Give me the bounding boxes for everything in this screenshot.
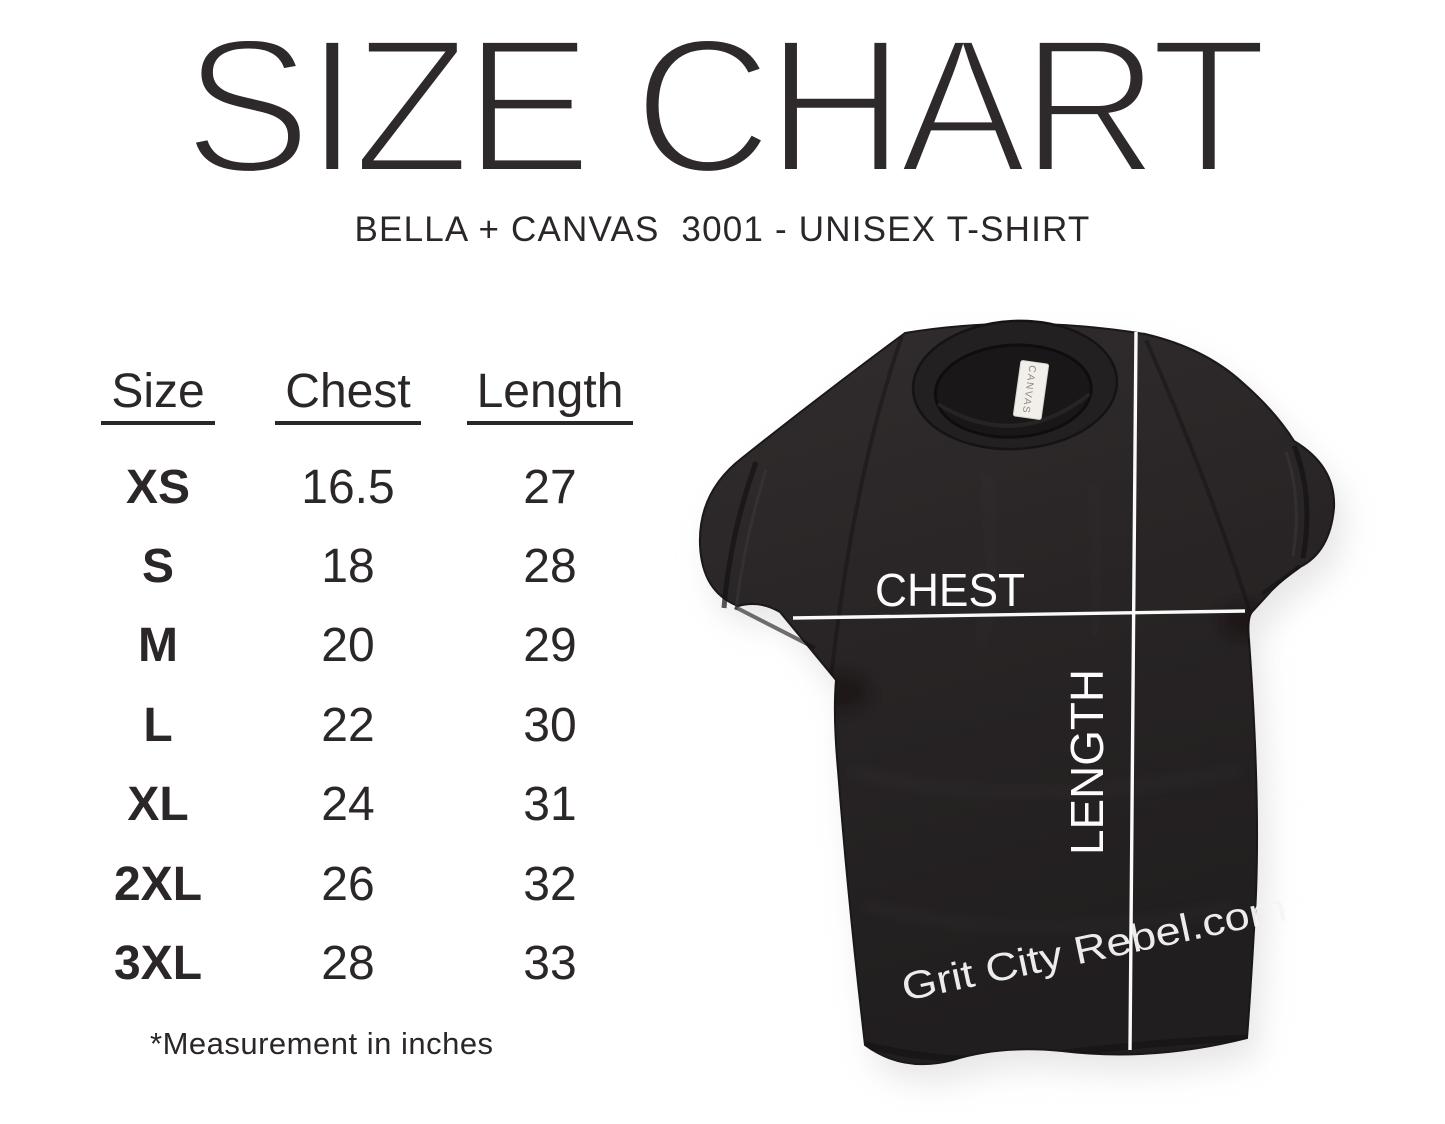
size-cell: 3XL [113, 936, 203, 990]
right-cuff-fold [1260, 445, 1310, 596]
collar-opening [933, 343, 1093, 439]
column-header-length-label: Length [466, 368, 634, 425]
chest-cell: 22 [321, 698, 375, 752]
collar [911, 319, 1119, 451]
length-cell: 32 [523, 857, 577, 911]
column-header-size: Size [60, 368, 256, 430]
column-header-chest: Chest [256, 368, 440, 430]
size-cell: XS [125, 460, 191, 514]
length-cell: 31 [523, 778, 577, 832]
length-cell: 29 [523, 619, 577, 673]
chest-cell: 24 [321, 778, 375, 832]
measurement-footnote: *Measurement in inches [150, 1026, 494, 1061]
neck-tag: CANVAS [1012, 360, 1050, 420]
length-measure-line [1128, 331, 1138, 1051]
size-table: Size Chest Length XS 16.5 27 S 18 28 M 2… [60, 368, 660, 1003]
column-header-chest-label: Chest [275, 368, 421, 425]
left-cuff-fold [721, 461, 816, 650]
page-subtitle: BELLA + CANVAS 3001 - UNISEX T-SHIRT [354, 210, 1091, 249]
page-title: SIZE CHART [181, 0, 1271, 213]
chest-cell: 28 [321, 936, 375, 990]
column-header-size-label: Size [101, 368, 215, 425]
length-cell: 27 [523, 460, 577, 514]
length-cell: 33 [523, 936, 577, 990]
length-cell: 30 [523, 698, 577, 752]
size-cell: 2XL [113, 857, 203, 911]
column-header-length: Length [440, 368, 660, 430]
chest-cell: 18 [321, 539, 375, 593]
size-cell: L [143, 698, 173, 752]
length-cell: 28 [523, 539, 577, 593]
chest-cell: 16.5 [301, 460, 395, 514]
size-cell: S [141, 539, 174, 593]
chest-cell: 26 [321, 857, 375, 911]
size-cell: M [138, 619, 178, 673]
chest-measure-line [792, 609, 1246, 620]
length-label: LENGTH [1061, 669, 1113, 855]
size-cell: XL [127, 778, 189, 832]
chest-cell: 20 [321, 619, 375, 673]
chest-label: CHEST [875, 564, 1025, 616]
